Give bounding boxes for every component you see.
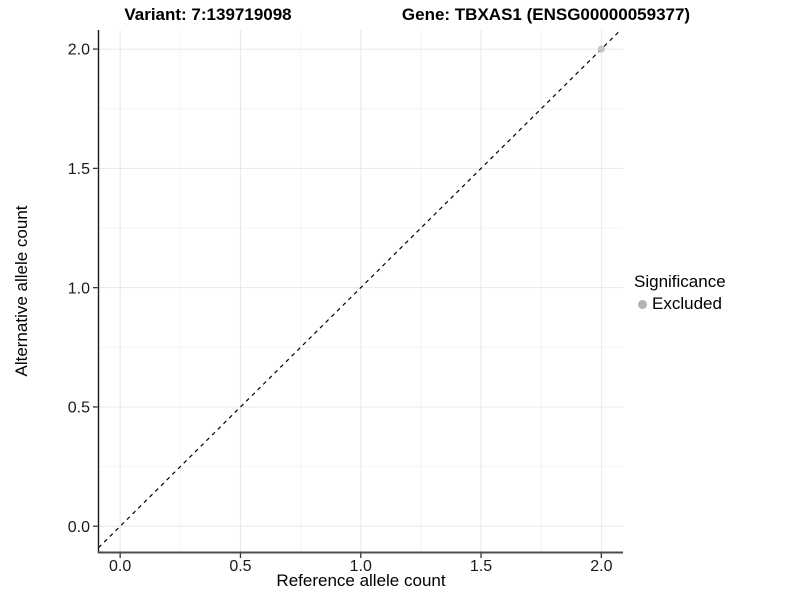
data-point-excluded (597, 45, 605, 53)
gene-title: Gene: TBXAS1 (ENSG00000059377) (401, 5, 691, 24)
x-tick-label: 1.5 (470, 558, 492, 575)
y-tick-label: 0.0 (68, 519, 90, 536)
identity-dashed-line (98, 29, 622, 549)
x-axis-title: Reference allele count (276, 571, 446, 590)
x-tick-label: 0.0 (109, 558, 131, 575)
legend-key-dot-icon (638, 299, 647, 309)
x-tick-label: 1.0 (350, 558, 372, 575)
legend-item-excluded: Excluded (638, 294, 726, 314)
legend: Significance Excluded (634, 272, 726, 314)
y-axis-title: Alternative allele count (12, 205, 31, 377)
y-tick-label: 1.5 (68, 161, 90, 178)
y-tick-label: 1.0 (68, 280, 90, 297)
x-tick-label: 2.0 (590, 558, 612, 575)
variant-title: Variant: 7:139719098 (124, 5, 292, 24)
legend-title: Significance (634, 272, 726, 291)
y-tick-label: 2.0 (68, 42, 90, 59)
legend-item-label: Excluded (652, 294, 722, 313)
y-tick-label: 0.5 (68, 400, 90, 417)
x-tick-label: 0.5 (229, 558, 251, 575)
